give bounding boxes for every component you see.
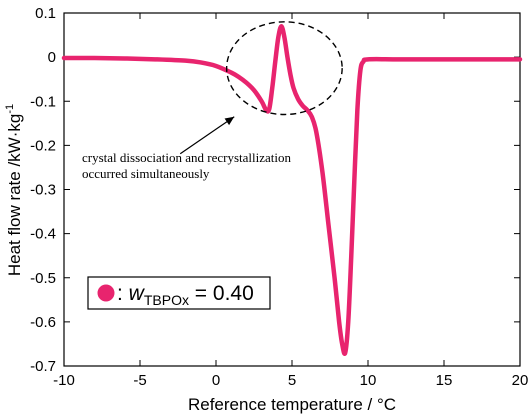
legend-box [87, 276, 271, 310]
y-axis-title: Heat flow rate /kW·kg-1 [4, 104, 24, 276]
x-tick-label: 5 [288, 372, 296, 389]
legend-marker [97, 284, 115, 302]
x-tick-label: -10 [53, 372, 75, 389]
annotation-ellipse [225, 21, 343, 116]
legend-var: w [129, 282, 146, 305]
y-tick-label: -0.7 [30, 358, 56, 375]
series-line [61, 23, 523, 356]
x-tick-label: 10 [360, 372, 377, 389]
y-tick-label: -0.5 [30, 270, 56, 287]
y-tick-label: 0.1 [35, 5, 56, 22]
x-tick-label: -5 [133, 372, 146, 389]
y-tick-label: -0.2 [30, 137, 56, 154]
legend-prefix: : [117, 282, 129, 305]
annotation-line-1: crystal dissociation and recrystallizati… [82, 150, 292, 165]
annotation-arrow [179, 116, 235, 155]
y-axis-title-sup: -1 [4, 104, 16, 114]
annotation-line-2: occurred simultaneously [82, 166, 210, 181]
x-tick-label: 20 [512, 372, 529, 389]
legend-label: : wTBPOx = 0.40 [117, 282, 254, 308]
plot-frame [63, 12, 521, 367]
y-tick-label: -0.3 [30, 182, 56, 199]
x-tick-label: 0 [212, 372, 220, 389]
axis-tick-labels: -10 -5 0 5 10 15 20 0.1 0 -0.1 -0.2 -0.3 -0.4 -0.5 -0.… [30, 5, 528, 389]
axis-ticks [63, 12, 521, 367]
legend: : wTBPOx = 0.40 [87, 276, 271, 310]
y-axis-title-main: Heat flow rate /kW·kg [5, 114, 24, 277]
legend-sub: TBPOx [144, 292, 189, 308]
annotation-arrowhead [224, 116, 235, 126]
x-axis-title: Reference temperature / °C [188, 395, 396, 414]
legend-value: = 0.40 [189, 282, 254, 305]
y-tick-label: 0 [48, 49, 56, 66]
x-tick-label: 15 [436, 372, 453, 389]
y-tick-label: -0.6 [30, 314, 56, 331]
y-tick-label: -0.4 [30, 226, 56, 243]
y-tick-label: -0.1 [30, 93, 56, 110]
